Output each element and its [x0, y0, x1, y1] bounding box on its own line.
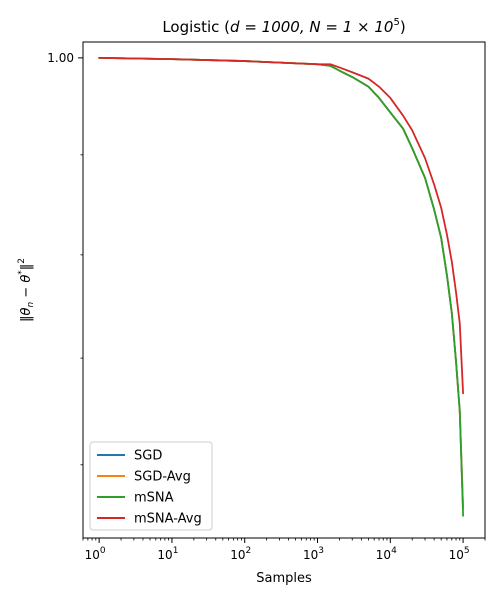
ylabel-star: *	[17, 270, 27, 275]
title-math: d = 1000, N = 1 × 10	[230, 18, 393, 36]
x-tick-exponent: 4	[391, 546, 397, 556]
legend-label: mSNA	[134, 491, 174, 506]
legend-label: mSNA-Avg	[134, 512, 202, 527]
x-tick-label: 102	[230, 546, 251, 562]
legend-box	[89, 441, 213, 531]
plot-frame	[82, 41, 486, 539]
x-tick-label: 104	[376, 546, 397, 562]
legend-label: SGD-Avg	[134, 470, 191, 485]
legend-item-msna: mSNA	[97, 491, 174, 506]
plot-area: 100 101 102 103 104 105 1.00	[47, 41, 486, 562]
x-tick-base: 10	[157, 548, 172, 562]
title-text: Logistic (	[162, 18, 230, 36]
x-tick-base: 10	[303, 548, 318, 562]
x-tick-exponent: 5	[464, 546, 470, 556]
x-tick-base: 10	[230, 548, 245, 562]
x-tick-base: 10	[85, 548, 100, 562]
x-tick-label: 105	[449, 546, 470, 562]
x-tick-exponent: 0	[100, 546, 106, 556]
x-tick-exponent: 2	[245, 546, 251, 556]
x-tick-exponent: 3	[318, 546, 324, 556]
ylabel-subscript: n	[26, 302, 36, 308]
x-tick-label: 101	[157, 546, 178, 562]
series-layer	[98, 56, 464, 517]
y-axis: 1.00	[47, 51, 83, 466]
legend: SGD SGD-Avg mSNA mSNA-Avg	[89, 441, 213, 531]
x-tick-base: 10	[376, 548, 391, 562]
y-tick-label: 1.00	[47, 51, 74, 65]
x-tick-exponent: 1	[173, 546, 179, 556]
x-axis: 100 101 102 103 104 105	[82, 538, 486, 562]
ylabel-part-main: ‖θ	[19, 308, 34, 323]
x-tick-label: 100	[85, 546, 106, 562]
x-tick-label: 103	[303, 546, 324, 562]
ylabel-part-end: ‖	[19, 264, 34, 271]
legend-item-sgd: SGD	[97, 449, 162, 464]
x-axis-label: Samples	[256, 571, 312, 586]
series-line-msna-avg	[98, 56, 464, 395]
title-end: )	[400, 18, 406, 36]
ylabel-part-mid: − θ	[19, 275, 34, 302]
legend-label: SGD	[134, 449, 162, 464]
ylabel-superscript: 2	[17, 258, 27, 264]
legend-item-sgd-avg: SGD-Avg	[97, 470, 191, 485]
y-axis-label: ‖θn − θ*‖2	[17, 258, 36, 322]
chart-title: Logistic (d = 1000, N = 1 × 105)	[162, 17, 405, 36]
legend-item-msna-avg: mSNA-Avg	[97, 512, 202, 527]
x-tick-base: 10	[449, 548, 464, 562]
title-superscript: 5	[393, 17, 399, 28]
